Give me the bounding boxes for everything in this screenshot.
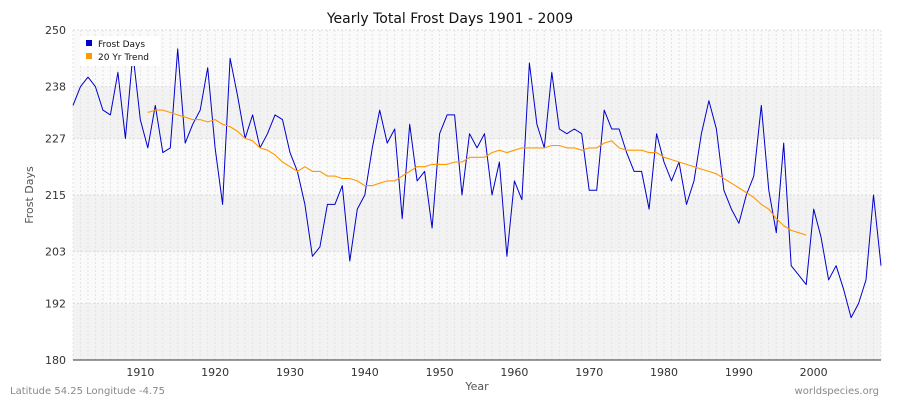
y-tick-label: 180 xyxy=(45,354,66,367)
x-tick-label: 1990 xyxy=(725,366,753,379)
footer-location: Latitude 54.25 Longitude -4.75 xyxy=(10,386,165,397)
legend-box xyxy=(80,36,160,66)
y-tick-label: 250 xyxy=(45,24,66,37)
y-axis-title: Frost Days xyxy=(23,166,36,224)
x-tick-label: 1960 xyxy=(500,366,528,379)
x-tick-label: 1970 xyxy=(575,366,603,379)
x-tick-label: 1940 xyxy=(351,366,379,379)
legend-label-trend: 20 Yr Trend xyxy=(98,53,149,63)
y-axis-ticks: 180 192 203 215 227 238 250 xyxy=(45,24,66,367)
y-tick-label: 215 xyxy=(45,189,66,202)
x-tick-label: 1950 xyxy=(426,366,454,379)
series-line-frost-days xyxy=(72,48,882,319)
y-tick-label: 227 xyxy=(45,132,66,145)
x-tick-label: 2000 xyxy=(800,366,828,379)
y-tick-label: 203 xyxy=(45,246,66,259)
chart-title: Yearly Total Frost Days 1901 - 2009 xyxy=(326,11,573,27)
x-tick-label: 1980 xyxy=(650,366,678,379)
legend-label-frost-days: Frost Days xyxy=(98,40,145,50)
x-axis-title: Year xyxy=(464,380,489,393)
footer-source: worldspecies.org xyxy=(795,386,879,397)
grid-lines xyxy=(72,29,882,361)
x-tick-label: 1910 xyxy=(126,366,154,379)
series-line-20yr-trend xyxy=(147,109,807,236)
legend: Frost Days 20 Yr Trend xyxy=(80,36,160,66)
x-tick-label: 1930 xyxy=(276,366,304,379)
legend-swatch-trend xyxy=(86,53,92,59)
x-axis-ticks: 1910 1920 1930 1940 1950 1960 1970 1980 1990 2000 xyxy=(126,366,827,379)
legend-swatch-frost-days xyxy=(86,40,92,46)
y-tick-label: 192 xyxy=(45,297,66,310)
y-tick-label: 238 xyxy=(45,81,66,94)
x-tick-label: 1920 xyxy=(201,366,229,379)
series-layer xyxy=(72,48,882,319)
